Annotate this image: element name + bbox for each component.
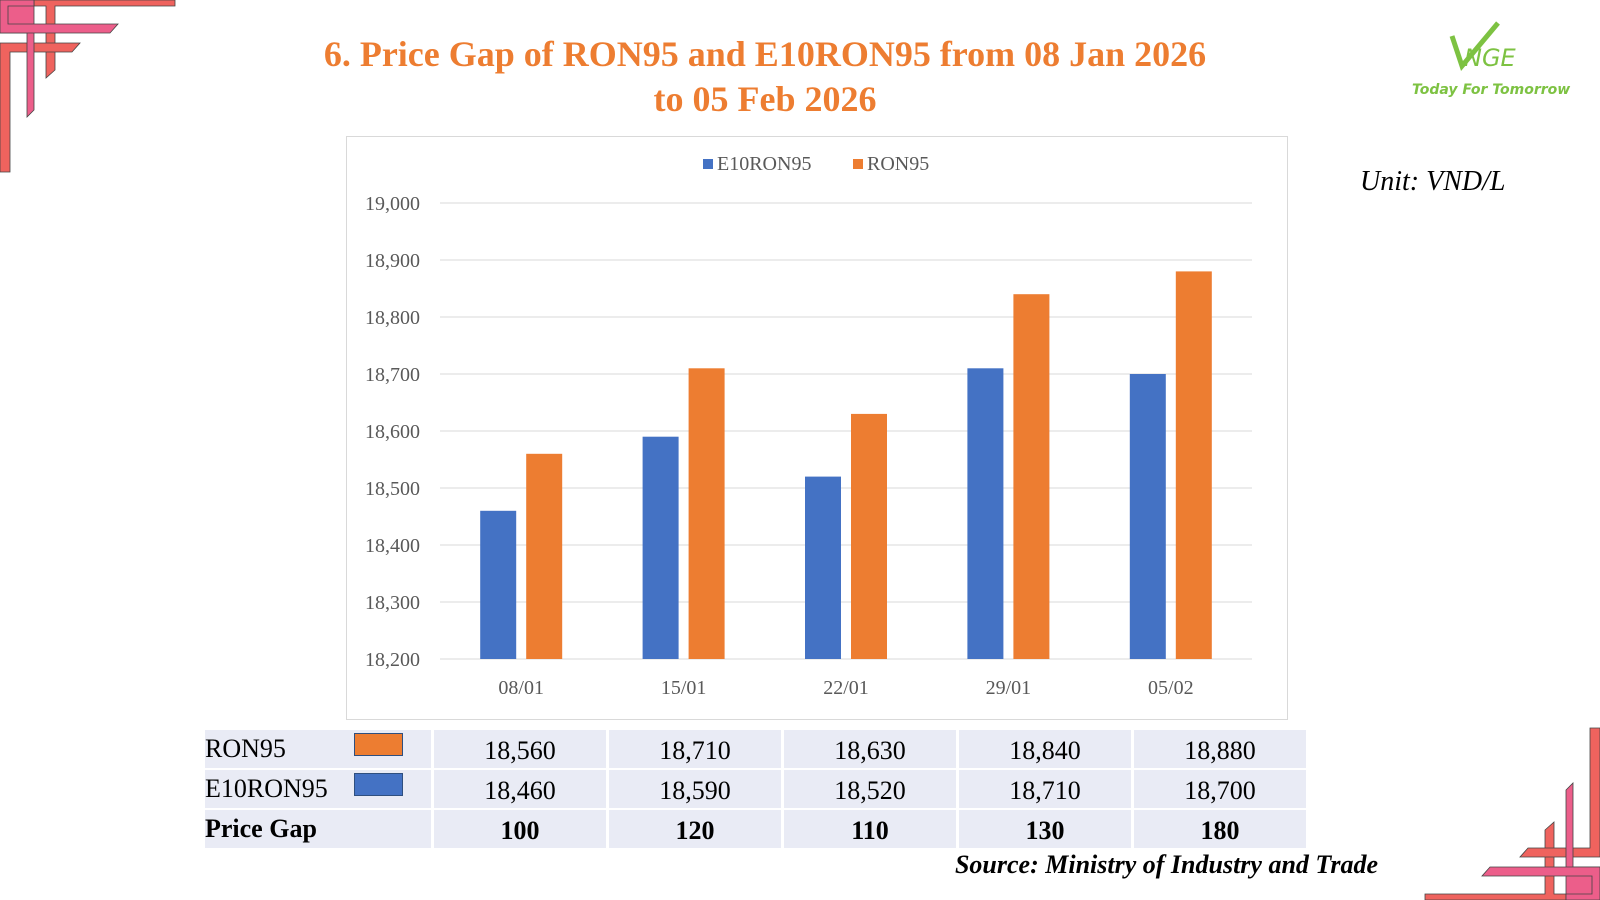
corner-ornament-bottom-right bbox=[1424, 727, 1600, 900]
ron95-swatch bbox=[354, 733, 403, 756]
bar-ron95-08/01 bbox=[526, 453, 563, 659]
cell: 18,710 bbox=[959, 770, 1131, 808]
e10ron95-swatch bbox=[354, 773, 403, 796]
y-tick-label: 18,300 bbox=[365, 592, 420, 614]
cell: 18,460 bbox=[434, 770, 606, 808]
bar-e10ron95-15/01 bbox=[642, 436, 679, 659]
y-tick-label: 18,900 bbox=[365, 250, 420, 272]
cell: 18,520 bbox=[784, 770, 956, 808]
unit-label: Unit: VND/L bbox=[1360, 166, 1506, 197]
y-tick-label: 19,000 bbox=[365, 193, 420, 215]
cell: 100 bbox=[434, 810, 606, 848]
cell: 110 bbox=[784, 810, 956, 848]
cell: 18,630 bbox=[784, 730, 956, 768]
cell: 18,880 bbox=[1134, 730, 1306, 768]
legend: E10RON95 RON95 bbox=[703, 153, 929, 175]
row-label: E10RON95 bbox=[205, 774, 328, 803]
bar-e10ron95-22/01 bbox=[805, 476, 841, 659]
table-row-e10ron95: E10RON95 18,460 18,590 18,520 18,710 18,… bbox=[205, 770, 1306, 808]
cell: 18,700 bbox=[1134, 770, 1306, 808]
logo-mark: NGE bbox=[1449, 21, 1517, 72]
row-label: RON95 bbox=[205, 734, 286, 763]
bar-ron95-22/01 bbox=[851, 413, 887, 659]
y-tick-label: 18,600 bbox=[365, 421, 420, 443]
page-title: 6. Price Gap of RON95 and E10RON95 from … bbox=[250, 32, 1280, 122]
title-line-2: to 05 Feb 2026 bbox=[653, 79, 877, 119]
bar-e10ron95-05/02 bbox=[1129, 374, 1166, 659]
y-tick-label: 18,700 bbox=[365, 364, 420, 386]
x-tick-label: 15/01 bbox=[661, 677, 707, 699]
x-tick-label: 05/02 bbox=[1148, 677, 1194, 699]
bar-e10ron95-29/01 bbox=[967, 368, 1004, 659]
x-tick-label: 22/01 bbox=[823, 677, 869, 699]
table-row-price-gap: Price Gap 100 120 110 130 180 bbox=[205, 810, 1306, 848]
vnge-logo: NGE Today For Tomorrow bbox=[1400, 18, 1580, 108]
bar-ron95-15/01 bbox=[688, 368, 725, 659]
cell: 120 bbox=[609, 810, 781, 848]
svg-text:NGE: NGE bbox=[1464, 44, 1517, 72]
legend-swatch-e10ron95 bbox=[703, 159, 713, 169]
legend-label-e10ron95: E10RON95 bbox=[717, 153, 811, 175]
logo-tagline: Today For Tomorrow bbox=[1412, 82, 1571, 98]
cell: 18,590 bbox=[609, 770, 781, 808]
chart-area: E10RON95 RON95 18,200 18,300 18,400 18,500 1… bbox=[346, 136, 1288, 720]
bar-e10ron95-08/01 bbox=[480, 510, 517, 659]
row-label: Price Gap bbox=[205, 810, 431, 848]
legend-label-ron95: RON95 bbox=[867, 153, 929, 175]
y-tick-label: 18,800 bbox=[365, 307, 420, 329]
y-tick-label: 18,200 bbox=[365, 649, 420, 671]
cell: 180 bbox=[1134, 810, 1306, 848]
corner-ornament-top-left bbox=[0, 0, 176, 173]
bar-ron95-05/02 bbox=[1175, 271, 1212, 659]
x-tick-label: 08/01 bbox=[498, 677, 544, 699]
cell: 130 bbox=[959, 810, 1131, 848]
legend-swatch-ron95 bbox=[853, 159, 863, 169]
data-table: RON95 18,560 18,710 18,630 18,840 18,880… bbox=[202, 728, 1309, 850]
title-line-1: 6. Price Gap of RON95 and E10RON95 from … bbox=[323, 34, 1207, 74]
table-row-ron95: RON95 18,560 18,710 18,630 18,840 18,880 bbox=[205, 730, 1306, 768]
bar-ron95-29/01 bbox=[1013, 294, 1050, 659]
y-tick-label: 18,400 bbox=[365, 535, 420, 557]
bar-chart: E10RON95 RON95 18,200 18,300 18,400 18,500 1… bbox=[365, 153, 1252, 699]
cell: 18,710 bbox=[609, 730, 781, 768]
source-note: Source: Ministry of Industry and Trade bbox=[954, 850, 1378, 879]
cell: 18,560 bbox=[434, 730, 606, 768]
cell: 18,840 bbox=[959, 730, 1131, 768]
y-tick-label: 18,500 bbox=[365, 478, 420, 500]
x-tick-label: 29/01 bbox=[986, 677, 1032, 699]
